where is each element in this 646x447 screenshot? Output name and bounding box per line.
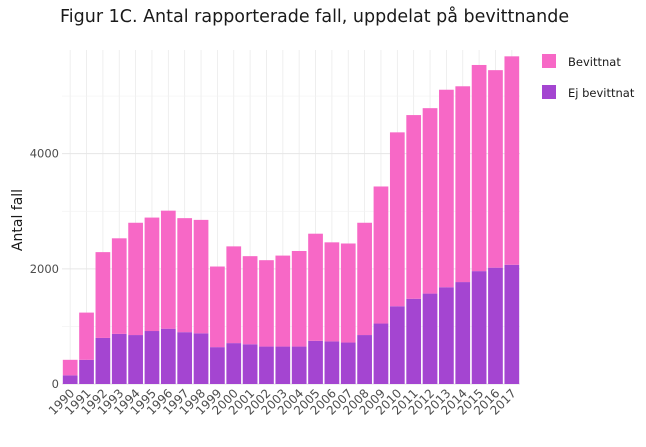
bar-ej-bevittnat-2000 [226,343,242,384]
legend-swatch [542,85,556,99]
bar-bevittnat-1995 [144,217,160,332]
bar-bevittnat-1996 [160,210,176,329]
bar-ej-bevittnat-1990 [62,375,78,384]
legend-swatch [542,54,556,68]
chart-title: Figur 1C. Antal rapporterade fall, uppde… [60,6,569,27]
bar-bevittnat-1999 [210,266,225,348]
y-tick-label: 2000 [30,262,59,276]
bar-ej-bevittnat-2010 [389,306,405,384]
bar-ej-bevittnat-2005 [308,340,323,384]
bar-ej-bevittnat-2015 [471,271,487,384]
bar-bevittnat-1998 [193,219,209,334]
bar-bevittnat-1990 [62,359,78,376]
bar-bevittnat-2003 [275,255,291,347]
bar-bevittnat-2001 [242,256,258,345]
bar-ej-bevittnat-2013 [439,287,454,384]
bar-bevittnat-2004 [291,250,307,347]
legend-label: Bevittnat [568,55,621,69]
bar-ej-bevittnat-1996 [160,328,176,384]
y-axis-label: Antal fall [10,189,26,251]
bar-ej-bevittnat-1992 [95,337,111,384]
bar-ej-bevittnat-1999 [210,347,225,384]
bar-ej-bevittnat-2012 [422,293,438,384]
bar-bevittnat-1991 [79,312,94,360]
bar-ej-bevittnat-2002 [259,346,274,384]
bar-bevittnat-1992 [95,252,111,338]
y-ticks: 0 2000 4000 [30,147,59,391]
x-ticks: 1990199119921993199419951996199719981999… [46,386,519,417]
bar-ej-bevittnat-2007 [340,342,356,384]
bar-ej-bevittnat-2004 [291,346,307,384]
bar-bevittnat-2010 [389,132,405,307]
bar-bevittnat-2009 [373,186,389,324]
bar-bevittnat-2012 [422,108,438,294]
bar-ej-bevittnat-1991 [79,359,94,384]
y-tick-label: 4000 [30,147,59,161]
bar-bevittnat-2015 [471,64,487,272]
bar-ej-bevittnat-2006 [324,341,340,384]
bar-ej-bevittnat-2011 [406,298,422,384]
bar-bevittnat-2014 [455,86,471,283]
bar-ej-bevittnat-1995 [144,331,160,384]
bar-bevittnat-2005 [308,233,323,341]
bar-bevittnat-1997 [177,218,193,333]
bar-bevittnat-2006 [324,242,340,342]
legend-label: Ej bevittnat [568,86,635,100]
bar-ej-bevittnat-2017 [504,264,520,384]
bar-bevittnat-2008 [357,222,372,336]
bar-ej-bevittnat-2014 [455,282,471,384]
bar-ej-bevittnat-2016 [488,267,503,384]
y-tick-label: 0 [52,377,59,391]
bar-bevittnat-2011 [406,115,422,299]
bar-bevittnat-2002 [259,260,274,347]
bar-bevittnat-1994 [128,222,143,336]
bar-ej-bevittnat-2008 [357,335,372,384]
bars [62,56,520,384]
bar-bevittnat-2000 [226,246,242,344]
bar-bevittnat-1993 [111,238,127,334]
bar-ej-bevittnat-2001 [242,344,258,384]
bar-bevittnat-2017 [504,56,520,265]
legend: Bevittnat Ej bevittnat [542,54,635,100]
bar-ej-bevittnat-2009 [373,323,389,384]
bar-bevittnat-2016 [488,70,503,268]
bar-ej-bevittnat-1997 [177,332,193,384]
bar-ej-bevittnat-1993 [111,333,127,384]
bar-ej-bevittnat-1998 [193,333,209,384]
bar-bevittnat-2007 [340,243,356,343]
bar-bevittnat-2013 [439,89,454,288]
bar-ej-bevittnat-1994 [128,335,143,384]
bar-ej-bevittnat-2003 [275,346,291,384]
